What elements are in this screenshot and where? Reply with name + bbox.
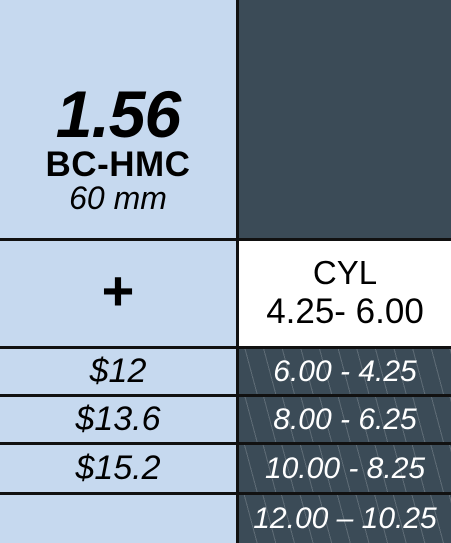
- range-value: 6.00 - 4.25: [273, 354, 417, 388]
- range-cell: 6.00 - 4.25: [236, 346, 451, 394]
- range-cell: 10.00 - 8.25: [236, 442, 451, 492]
- cyl-header-cell: CYL 4.25- 6.00: [236, 238, 451, 346]
- header-dark-cell: [236, 0, 451, 238]
- lens-index: 1.56: [55, 76, 181, 151]
- sign-cell: +: [0, 238, 236, 346]
- price-cell: $13.6: [0, 394, 236, 442]
- price-value: $15.2: [75, 449, 161, 487]
- range-cell: 8.00 - 6.25: [236, 394, 451, 442]
- range-value: 10.00 - 8.25: [264, 451, 426, 485]
- price-cell-empty: [0, 492, 236, 543]
- cyl-range: 4.25- 6.00: [266, 292, 424, 332]
- range-value: 8.00 - 6.25: [273, 402, 417, 436]
- plus-sign: +: [101, 258, 135, 322]
- range-cell: 12.00 – 10.25: [236, 492, 451, 543]
- price-cell: $12: [0, 346, 236, 394]
- price-cell: $15.2: [0, 442, 236, 492]
- price-value: $13.6: [75, 400, 161, 438]
- lens-diameter: 60 mm: [69, 179, 167, 216]
- lens-title-cell: 1.56 BC-HMC 60 mm: [0, 0, 236, 238]
- range-value: 12.00 – 10.25: [253, 502, 437, 535]
- lens-coating: BC-HMC: [45, 144, 191, 184]
- price-value: $12: [89, 352, 147, 390]
- cyl-label: CYL: [312, 254, 378, 292]
